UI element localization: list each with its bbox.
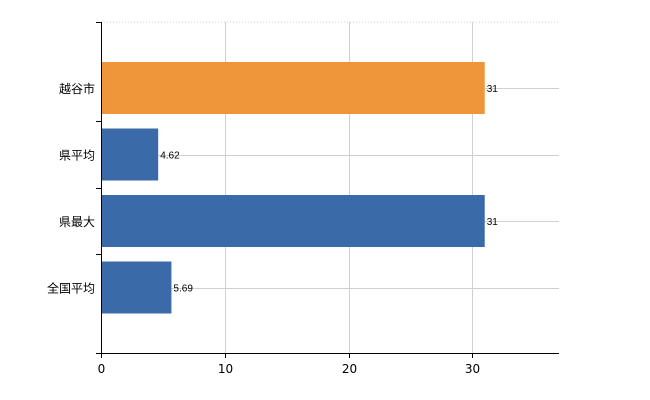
y-tick-label: 全国平均 (47, 281, 95, 296)
y-tick-label: 県平均 (59, 149, 95, 163)
data-label: 4.62 (160, 151, 180, 162)
bar (101, 261, 172, 314)
bar (101, 62, 485, 114)
chart-axes (96, 22, 559, 358)
y-tick-label: 越谷市 (59, 81, 95, 96)
data-label: 31 (487, 217, 499, 228)
x-tick-label: 30 (465, 362, 480, 376)
x-tick-label: 0 (98, 362, 106, 376)
data-label: 31 (487, 84, 499, 95)
bar (101, 128, 159, 181)
x-tick-label: 10 (218, 362, 233, 376)
y-tick-label: 県最大 (59, 215, 95, 229)
chart-bars (101, 62, 485, 314)
data-label: 5.69 (173, 284, 193, 295)
bar (101, 195, 485, 247)
x-tick-label: 20 (342, 362, 357, 376)
